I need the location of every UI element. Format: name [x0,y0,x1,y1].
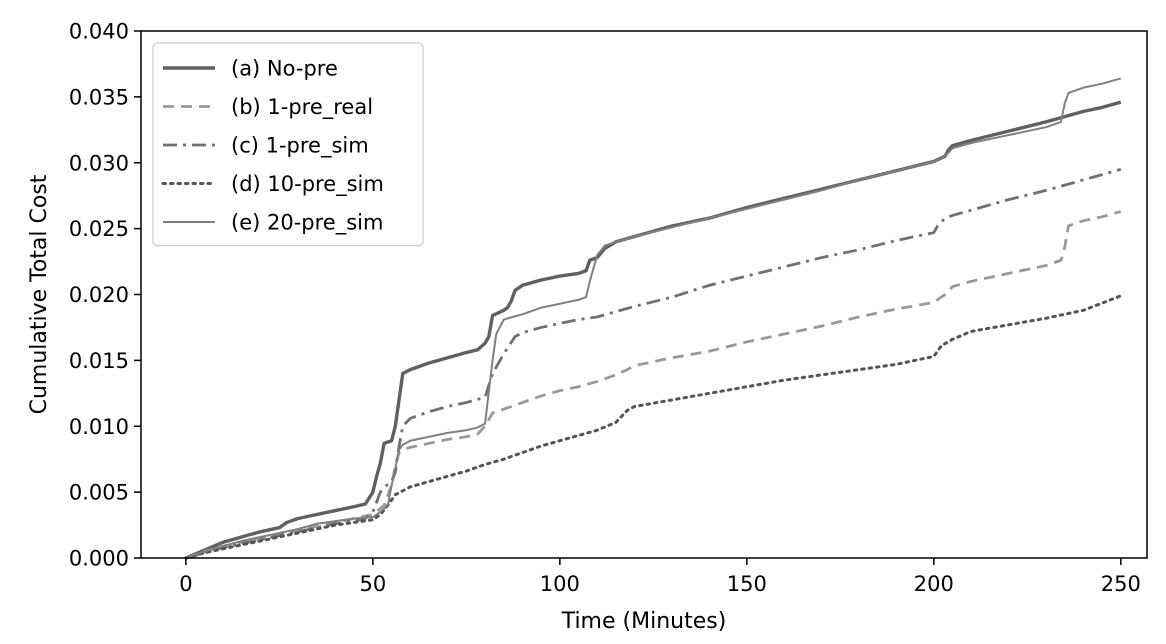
legend: (a) No-pre (b) 1-pre_real (c) 1-pre_sim (d)… [152,42,424,247]
legend-label-2: (b) 1-pre_real [231,95,373,120]
y-tick-label: 0.035 [69,85,129,109]
legend-label-4: (d) 10-pre_sim [231,172,384,197]
legend-label-3: (c) 1-pre_sim [231,134,369,159]
y-tick-label: 0.040 [69,20,129,44]
legend-label-1: (a) No-pre [231,57,338,81]
series-line-5 [185,77,1122,559]
legend-label-5: (e) 20-pre_sim [231,211,383,236]
series-layer [184,77,1123,560]
x-tick-label: 0 [179,572,192,596]
x-tick-label: 100 [540,572,580,596]
x-tick-label: 50 [359,572,386,596]
y-tick-label: 0.005 [69,481,129,505]
x-axis-label: Time (Minutes) [561,609,727,634]
x-tick-label: 250 [1101,572,1141,596]
y-tick-label: 0.020 [69,283,129,307]
x-tick-label: 150 [727,572,767,596]
y-axis-label: Cumulative Total Cost [27,174,52,414]
y-tick-label: 0.010 [69,415,129,439]
y-tick-label: 0.000 [69,547,129,571]
x-tick-label: 200 [914,572,954,596]
y-tick-label: 0.025 [69,217,129,241]
legend-box [152,42,424,247]
x-axis-ticks: 0 50 100 150 200 250 [179,558,1141,596]
y-tick-label: 0.030 [69,151,129,175]
series-line-4 [184,294,1123,560]
y-tick-label: 0.015 [69,349,129,373]
y-axis-ticks: 0.000 0.005 0.010 0.015 0.020 0.025 0.030 0.035… [69,20,141,571]
